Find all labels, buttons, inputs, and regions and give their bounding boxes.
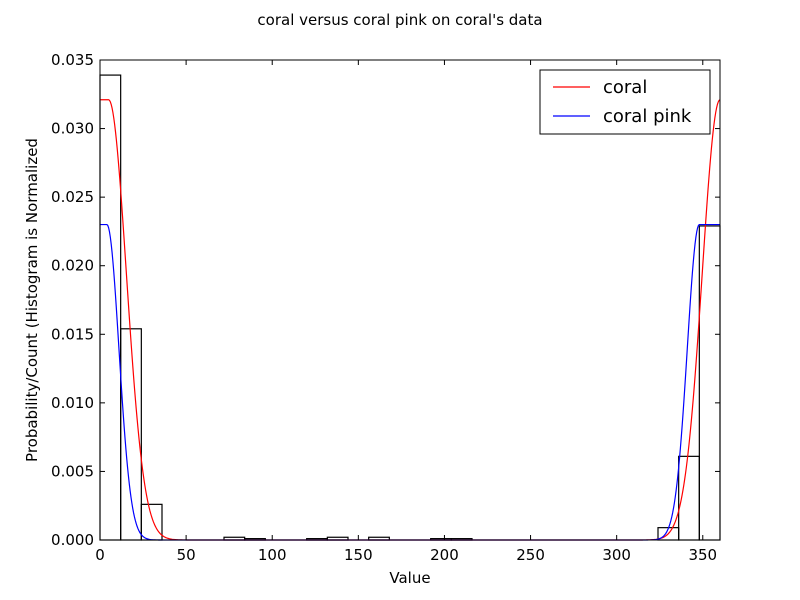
x-tick-label: 350 [688, 546, 717, 564]
legend: coral coral pink [539, 69, 711, 135]
series-line-coral-pink [100, 223, 720, 541]
x-tick-label: 50 [177, 546, 196, 564]
x-tick-label: 300 [602, 546, 631, 564]
x-tick-label: 150 [344, 546, 373, 564]
y-tick-label: 0.020 [51, 257, 94, 275]
legend-label-coral-pink: coral pink [603, 106, 692, 127]
plot-frame [99, 59, 721, 541]
x-tick-label: 250 [516, 546, 545, 564]
chart-title: coral versus coral pink on coral's data [257, 11, 542, 29]
legend-label-coral: coral [603, 77, 647, 98]
y-tick-label: 0.015 [51, 325, 94, 343]
y-tick-label: 0.025 [51, 188, 94, 206]
y-tick-label: 0.030 [51, 120, 94, 138]
histogram-bar [140, 503, 163, 541]
y-tick-label: 0.035 [51, 51, 94, 69]
plot-area: 0 50 100 150 200 250 300 350 0.000 0.005 0.010 0.01… [51, 51, 721, 564]
legend-box [539, 69, 711, 135]
x-tick-label: 0 [95, 546, 105, 564]
x-tick-label: 200 [430, 546, 459, 564]
histogram-bar [99, 74, 122, 541]
y-tick-label: 0.000 [51, 531, 94, 549]
x-tick-label: 100 [258, 546, 287, 564]
y-tick-label: 0.005 [51, 462, 94, 480]
y-tick-label: 0.010 [51, 394, 94, 412]
y-axis-label: Probability/Count (Histogram is Normaliz… [23, 138, 41, 462]
x-axis-label: Value [389, 569, 430, 587]
series-line-coral [100, 99, 721, 541]
